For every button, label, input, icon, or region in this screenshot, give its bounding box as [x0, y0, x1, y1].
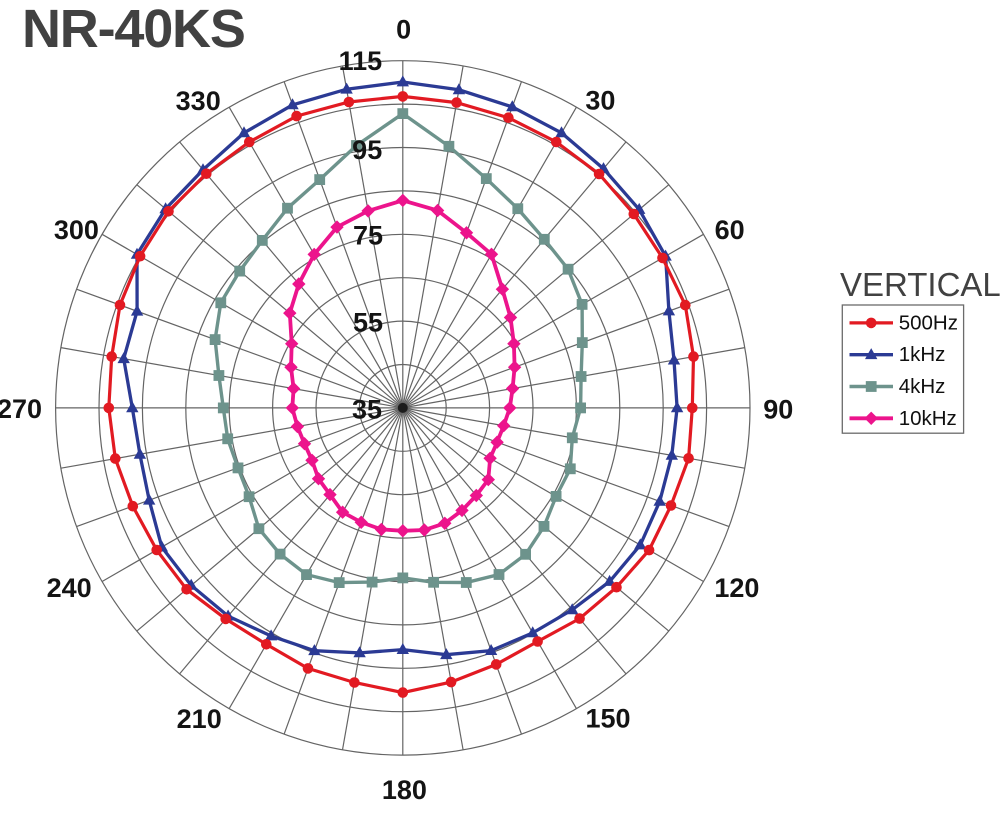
svg-text:75: 75 — [353, 221, 383, 251]
svg-text:1kHz: 1kHz — [899, 343, 946, 366]
svg-text:55: 55 — [353, 308, 383, 338]
svg-text:VERTICAL: VERTICAL — [840, 266, 1000, 303]
svg-text:10kHz: 10kHz — [899, 407, 957, 430]
svg-text:90: 90 — [763, 394, 793, 424]
svg-text:120: 120 — [714, 573, 759, 603]
svg-text:180: 180 — [382, 775, 427, 805]
svg-text:150: 150 — [585, 703, 630, 733]
svg-text:300: 300 — [54, 215, 99, 245]
svg-text:210: 210 — [177, 704, 222, 734]
svg-text:330: 330 — [176, 86, 221, 116]
svg-text:95: 95 — [352, 135, 382, 165]
svg-text:4kHz: 4kHz — [899, 375, 946, 398]
svg-text:500Hz: 500Hz — [899, 311, 958, 334]
svg-text:240: 240 — [47, 573, 92, 603]
svg-text:270: 270 — [0, 394, 42, 424]
svg-text:60: 60 — [715, 215, 745, 245]
svg-text:35: 35 — [352, 395, 382, 425]
svg-text:30: 30 — [585, 86, 615, 116]
svg-text:NR-40KS: NR-40KS — [22, 0, 245, 59]
svg-text:0: 0 — [396, 14, 411, 44]
svg-text:115: 115 — [339, 46, 383, 76]
